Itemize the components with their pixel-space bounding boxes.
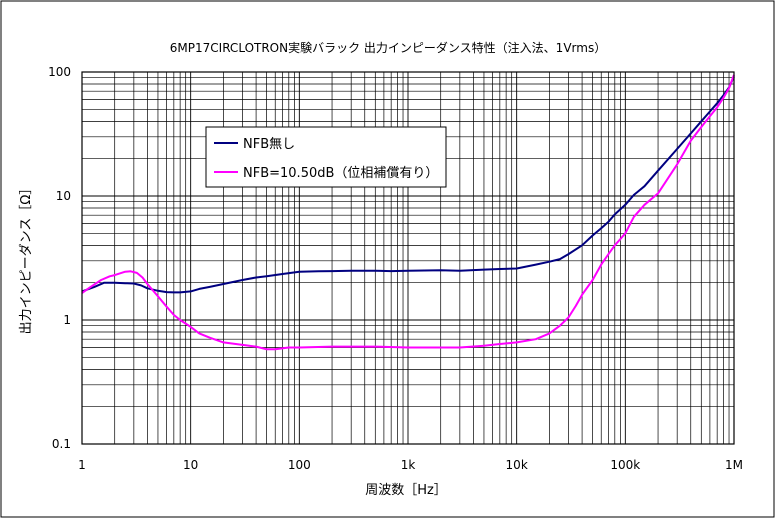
legend-label-nfb-off: NFB無し [243, 137, 295, 152]
series-lines [81, 74, 735, 351]
series-line-1 [81, 74, 735, 351]
tick-labels: 1 10 100 1k 10k 100k 1M 0.1 1 10 100 [48, 65, 743, 472]
x-tick-label: 10k [506, 458, 528, 472]
y-tick-label: 10 [56, 189, 71, 203]
x-tick-label: 100 [288, 458, 311, 472]
y-tick-label: 0.1 [52, 437, 71, 451]
series-line-0 [81, 76, 735, 294]
y-axis-label: 出力インピーダンス［Ω］ [19, 182, 34, 335]
legend-box [205, 126, 447, 188]
x-tick-label: 1M [725, 458, 743, 472]
y-tick-label: 100 [48, 65, 71, 79]
x-tick-label: 100k [610, 458, 640, 472]
legend-label-nfb-on: NFB=10.50dB（位相補償有り） [243, 166, 438, 181]
plot-area-border [81, 71, 735, 445]
legend: NFB無し NFB=10.50dB（位相補償有り） [205, 126, 447, 188]
x-tick-label: 1k [401, 458, 416, 472]
y-tick-label: 1 [63, 313, 71, 327]
grid-lines [82, 72, 734, 444]
x-tick-label: 1 [78, 458, 86, 472]
chart-title: 6MP17CIRCLOTRON実験バラック 出力インピーダンス特性（注入法、1V… [170, 40, 606, 55]
x-tick-label: 10 [183, 458, 198, 472]
x-axis-label: 周波数［Hz］ [365, 483, 447, 498]
